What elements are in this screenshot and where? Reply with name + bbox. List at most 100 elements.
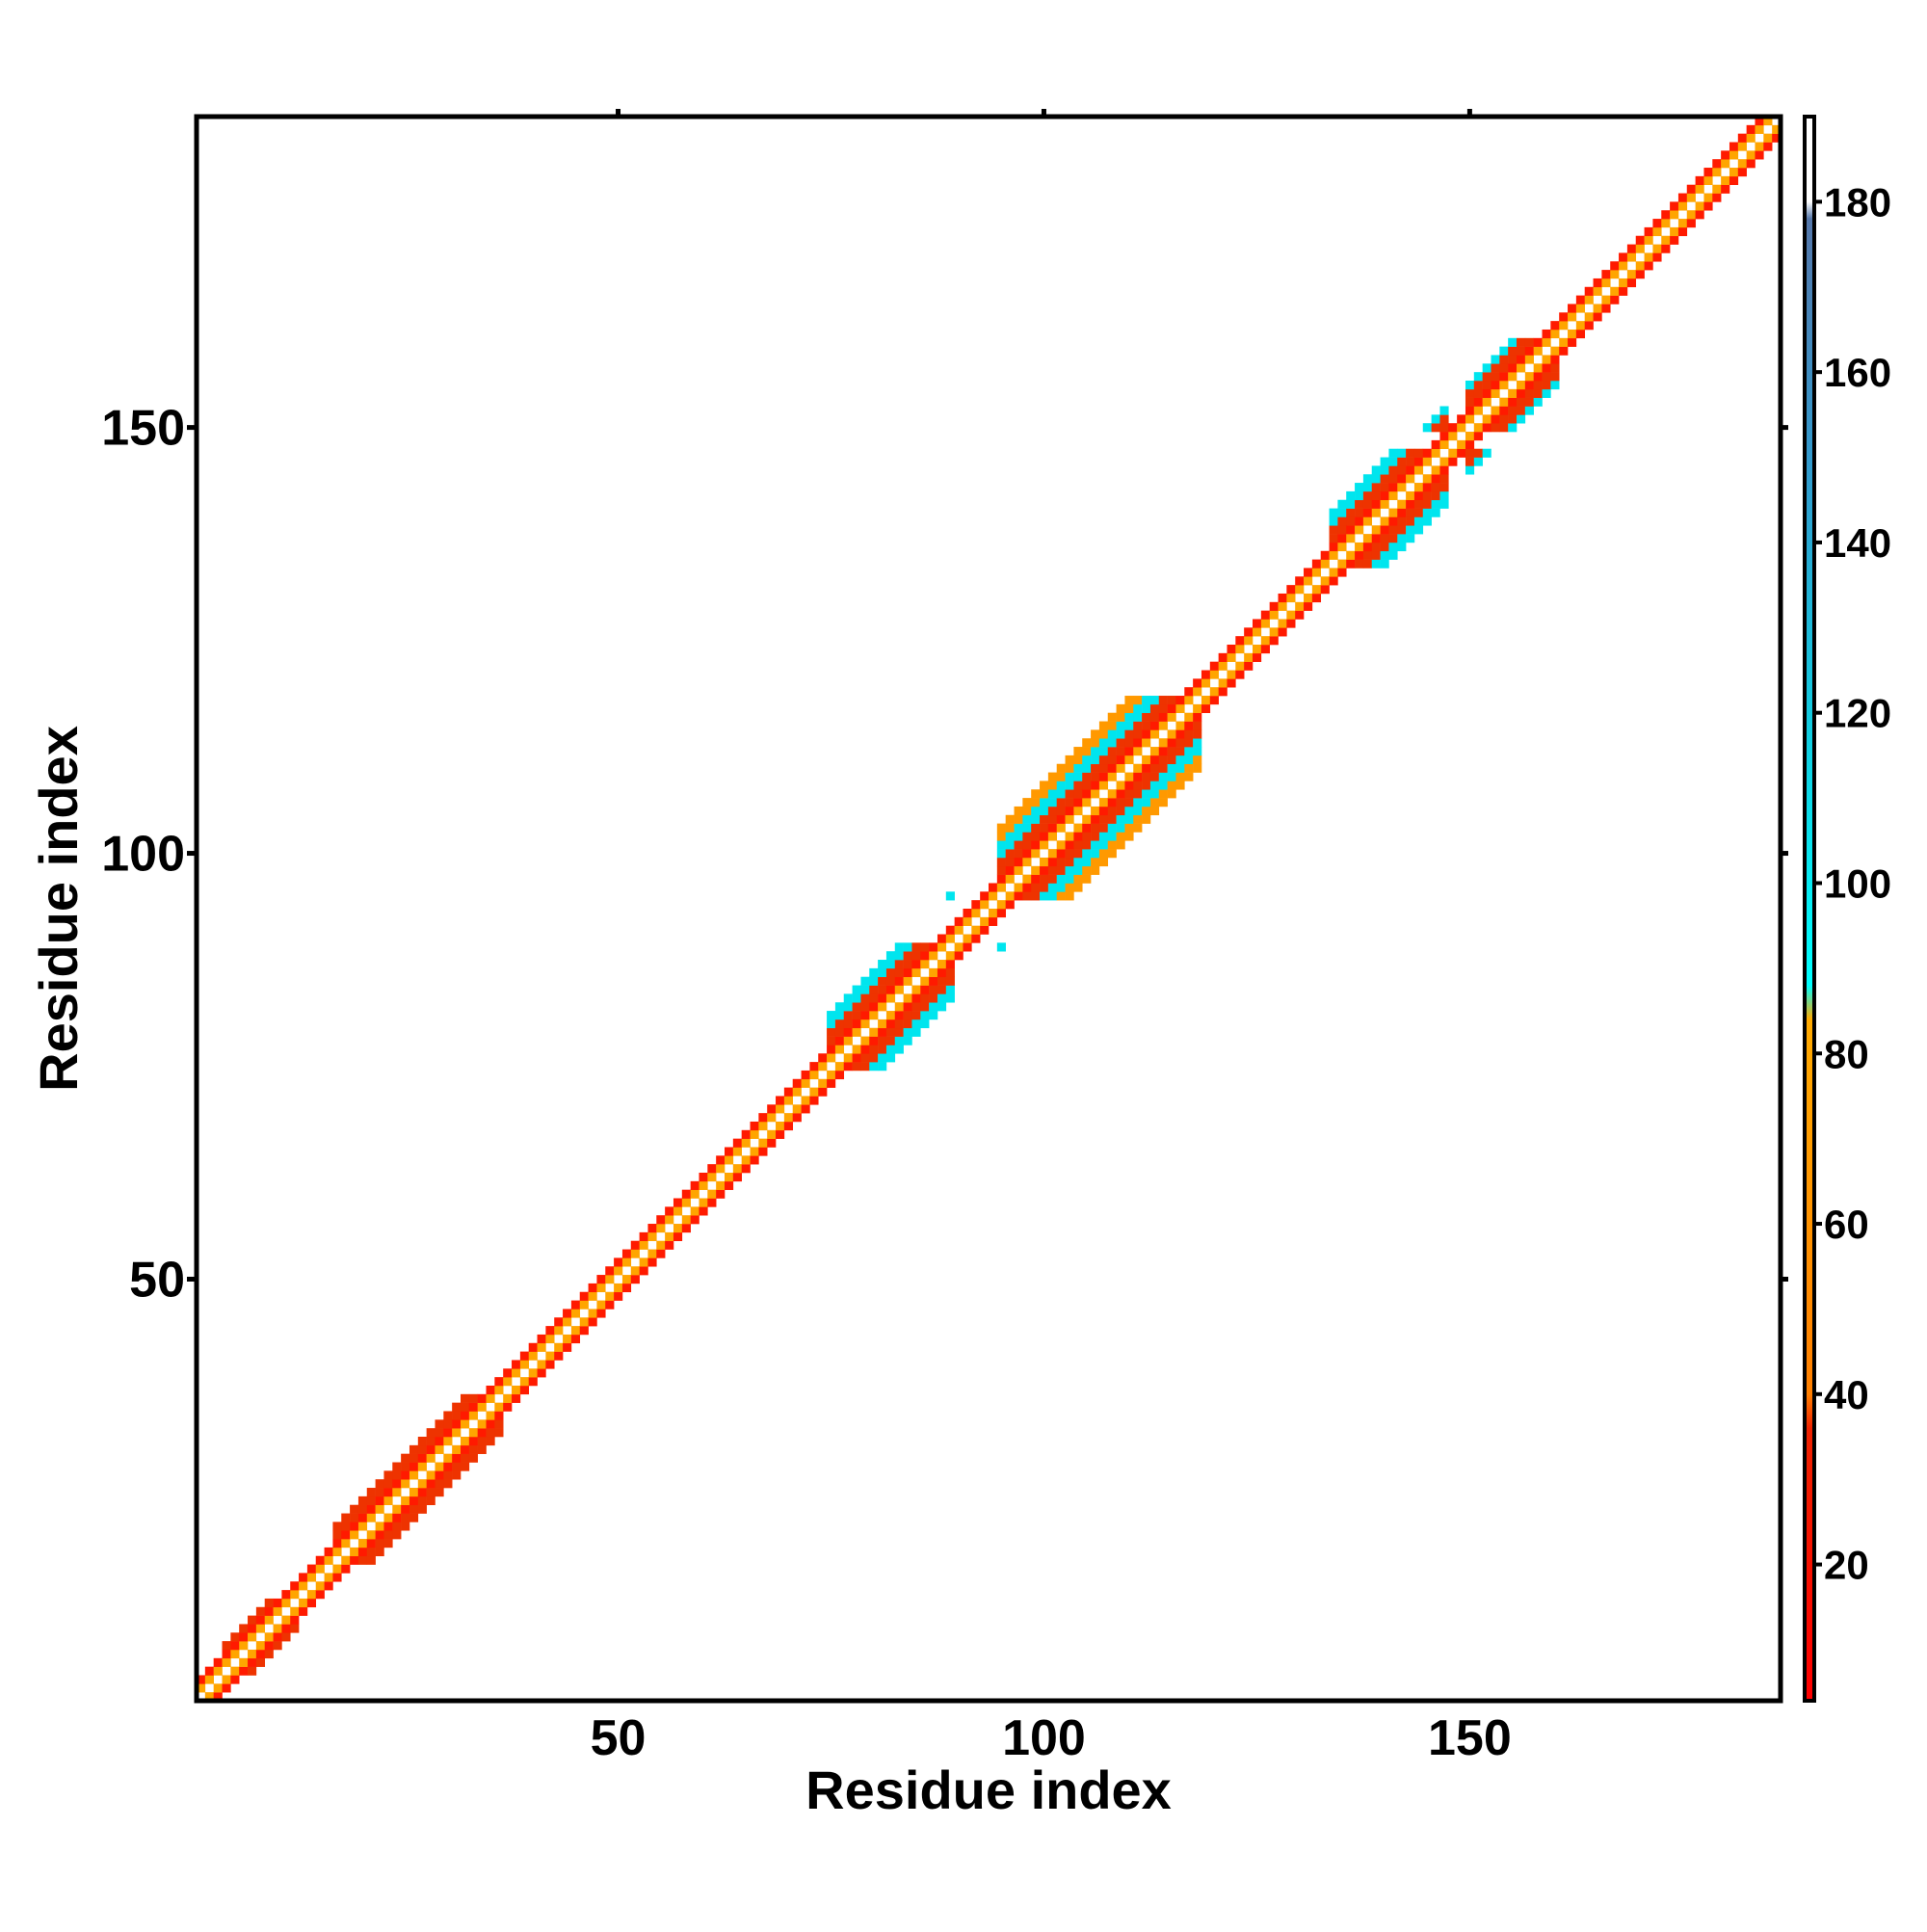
heatmap-cell (945, 925, 955, 935)
heatmap-cell (1619, 278, 1628, 288)
heatmap-cell (255, 1657, 266, 1667)
heatmap-cell (375, 1547, 384, 1557)
heatmap-cell (468, 1393, 478, 1403)
heatmap-cell (878, 976, 887, 986)
heatmap-cell (937, 967, 947, 978)
heatmap-cell (1388, 465, 1398, 475)
heatmap-cell (1286, 619, 1296, 628)
heatmap-cell (929, 942, 938, 952)
heatmap-cell (673, 1206, 683, 1216)
heatmap-cell (1295, 610, 1305, 620)
heatmap-cell (1158, 703, 1168, 714)
heatmap-cell (1413, 465, 1424, 475)
heatmap-cell (1772, 133, 1782, 143)
heatmap-cell (1091, 781, 1100, 790)
heatmap-cell (911, 985, 921, 994)
heatmap-cell (1244, 652, 1254, 662)
heatmap-cell (647, 1224, 657, 1233)
heatmap-cell (1362, 542, 1373, 552)
heatmap-cell (392, 1488, 402, 1497)
heatmap-cell (375, 1539, 384, 1548)
heatmap-cell (477, 1402, 487, 1412)
heatmap-cell (681, 1198, 691, 1207)
heatmap-cell (878, 993, 887, 1003)
heatmap-cell (1406, 508, 1415, 517)
heatmap-cell (357, 1513, 368, 1522)
heatmap-cell (971, 909, 981, 918)
heatmap-cell (1244, 627, 1254, 637)
heatmap-cell (409, 1513, 419, 1522)
heatmap-cell (1107, 840, 1117, 850)
heatmap-cell (681, 1189, 691, 1199)
heatmap-cell (1457, 448, 1466, 458)
heatmap-cell (1124, 754, 1134, 765)
heatmap-cell (707, 1189, 717, 1199)
heatmap-cell (699, 1206, 708, 1216)
heatmap-cell (1508, 423, 1518, 433)
heatmap-cell (1346, 534, 1356, 543)
heatmap-cell (1116, 721, 1125, 730)
heatmap-cell (1439, 432, 1449, 441)
heatmap-cell (929, 993, 938, 1003)
heatmap-cell (827, 1011, 836, 1020)
heatmap-cell (878, 1062, 887, 1072)
heatmap-cell (375, 1504, 384, 1514)
heatmap-cell (1413, 483, 1424, 492)
heatmap-cell (1116, 823, 1125, 833)
heatmap-cell (528, 1368, 538, 1378)
heatmap-cell (869, 976, 879, 986)
heatmap-cell (911, 1019, 921, 1029)
heatmap-cell (1491, 423, 1500, 433)
heatmap-cell (741, 1155, 751, 1165)
heatmap-cell (1508, 388, 1518, 398)
heatmap-cell (1499, 406, 1509, 415)
heatmap-cell (468, 1437, 478, 1446)
heatmap-cell (1362, 516, 1373, 526)
heatmap-cell (885, 976, 896, 986)
heatmap-cell (1661, 235, 1671, 245)
heatmap-cell (1124, 696, 1134, 705)
heatmap-cell (1082, 747, 1092, 756)
heatmap-cell (1406, 516, 1415, 526)
heatmap-cell (596, 1300, 606, 1310)
heatmap-cell (1167, 789, 1176, 799)
heatmap-cell (903, 1002, 912, 1012)
heatmap-cell (213, 1657, 223, 1667)
heatmap-cell (1695, 210, 1704, 220)
heatmap-cell (614, 1291, 623, 1301)
heatmap-cell (767, 1113, 777, 1123)
heatmap-cell (426, 1444, 436, 1454)
heatmap-cell (435, 1444, 444, 1454)
heatmap-cell (1107, 789, 1117, 799)
heatmap-cell (1593, 278, 1602, 288)
heatmap-cell (1133, 789, 1143, 799)
heatmap-cell (1508, 337, 1518, 347)
heatmap-cell (1465, 457, 1475, 466)
heatmap-cell (1380, 457, 1389, 466)
heatmap-cell (1568, 329, 1577, 339)
heatmap-cell (1184, 763, 1194, 773)
heatmap-cell (894, 967, 904, 978)
heatmap-cell (1005, 823, 1015, 833)
heatmap-cell (435, 1470, 444, 1480)
heatmap-cell (1193, 678, 1202, 688)
heatmap-cell (1107, 772, 1117, 781)
heatmap-cell (1712, 193, 1722, 202)
heatmap-cell (1661, 210, 1671, 220)
heatmap-cell (1056, 849, 1066, 859)
heatmap-cell (1082, 798, 1092, 807)
heatmap-cell (1661, 244, 1671, 253)
heatmap-cell (1388, 516, 1398, 526)
heatmap-cell (1568, 304, 1577, 313)
heatmap-cell (1362, 559, 1373, 569)
heatmap-cell (1184, 738, 1194, 748)
heatmap-cell (996, 849, 1006, 859)
heatmap-cell (621, 1257, 632, 1267)
heatmap-cell (1091, 849, 1100, 859)
heatmap-cell (1031, 814, 1041, 824)
heatmap-cell (1133, 721, 1143, 730)
heatmap-cell (1158, 754, 1168, 765)
heatmap-cell (885, 1036, 896, 1045)
heatmap-cell (878, 967, 887, 978)
heatmap-cell (834, 1062, 845, 1072)
